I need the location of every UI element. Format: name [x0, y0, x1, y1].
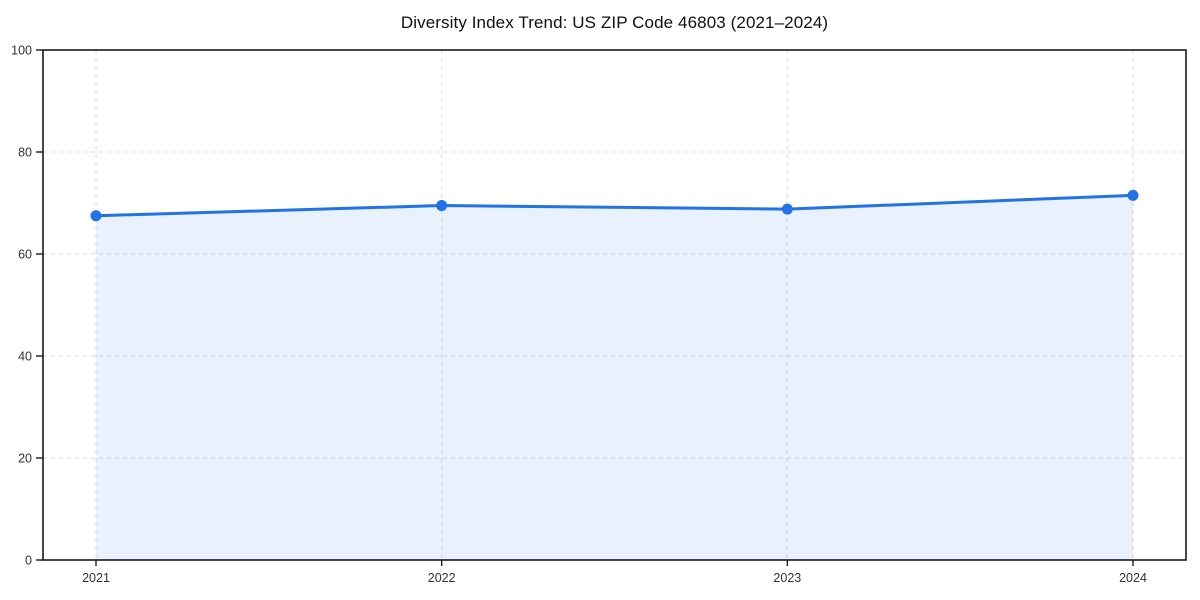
y-tick-label: 40 [18, 350, 32, 364]
y-tick-label: 100 [11, 44, 32, 58]
data-point [90, 210, 102, 222]
data-point [1127, 189, 1139, 201]
y-tick-label: 60 [18, 248, 32, 262]
y-tick-label: 80 [18, 146, 32, 160]
area-fill [96, 195, 1133, 560]
data-point [781, 203, 793, 215]
plot-border [42, 49, 1187, 561]
x-tick-label: 2023 [773, 571, 801, 585]
x-tick-label: 2022 [428, 571, 456, 585]
x-tick-label: 2021 [82, 571, 110, 585]
data-point [436, 200, 448, 212]
chart-title: Diversity Index Trend: US ZIP Code 46803… [400, 13, 829, 32]
trend-line [94, 193, 1135, 218]
x-tick-label: 2024 [1119, 571, 1147, 585]
y-tick-label: 0 [25, 554, 32, 568]
y-tick-label: 20 [18, 452, 32, 466]
